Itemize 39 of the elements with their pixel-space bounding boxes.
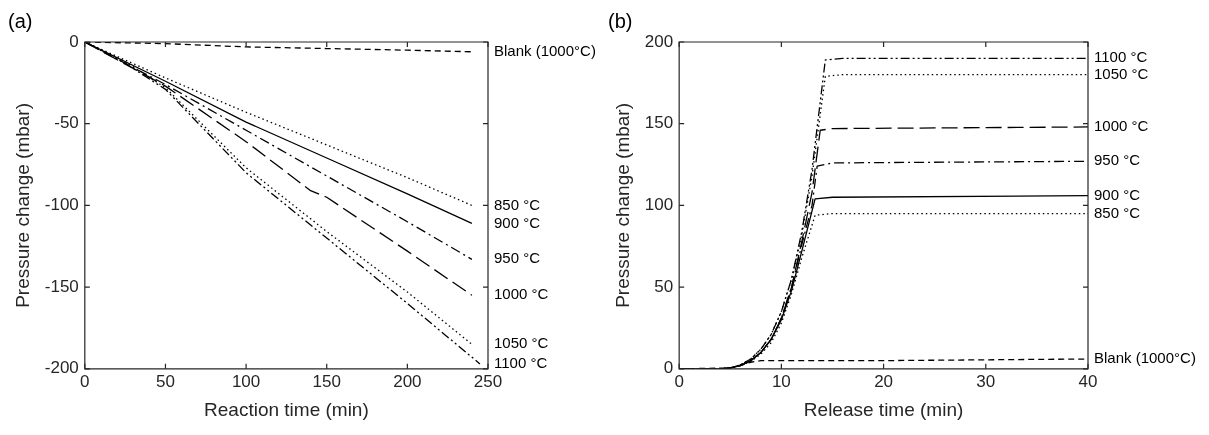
x-tick-label: 200 [393,371,422,391]
x-tick-label: 250 [473,371,503,391]
series-label: 850 °C [1094,203,1141,221]
x-axis-title: Reaction time (min) [204,398,369,420]
series-label: Blank (1000°C) [494,41,596,59]
series-label: 1000 °C [494,285,549,303]
y-tick-label: -200 [44,358,79,378]
x-tick-label: 150 [312,371,341,391]
series-label: Blank (1000°C) [1094,349,1196,367]
series-label: 1050 °C [1094,64,1149,82]
y-tick-label: 150 [644,113,674,133]
series-label: 1000 °C [1094,117,1149,135]
y-tick-label: 100 [644,195,674,215]
series-label: 1100 °C [1094,48,1148,66]
x-axis-title: Release time (min) [803,398,964,420]
y-tick-label: -150 [44,276,79,296]
series-label: 950 °C [1094,151,1141,169]
y-tick-label: 0 [663,358,674,378]
series-label: 850 °C [494,195,541,213]
x-tick-label: 40 [1078,371,1098,391]
y-axis-title: Pressure change (mbar) [11,102,33,308]
series-label: 1050 °C [494,334,549,352]
x-tick-label: 10 [771,371,791,391]
y-tick-label: 200 [644,31,674,51]
series-label: 950 °C [494,249,541,267]
x-tick-label: 50 [156,371,175,391]
series-label: 900 °C [494,213,541,231]
x-tick-label: 100 [231,371,261,391]
y-tick-label: -50 [54,113,79,133]
series-label: 1100 °C [494,354,548,372]
series-label: 900 °C [1094,185,1141,203]
chart-title: (b) [608,9,633,32]
x-tick-label: 30 [976,371,996,391]
y-tick-label: 50 [654,276,674,296]
x-tick-label: 20 [874,371,894,391]
chart-title: (a) [8,9,33,32]
y-axis-title: Pressure change (mbar) [611,102,633,308]
y-tick-label: 0 [69,31,79,51]
y-tick-label: -100 [44,195,79,215]
